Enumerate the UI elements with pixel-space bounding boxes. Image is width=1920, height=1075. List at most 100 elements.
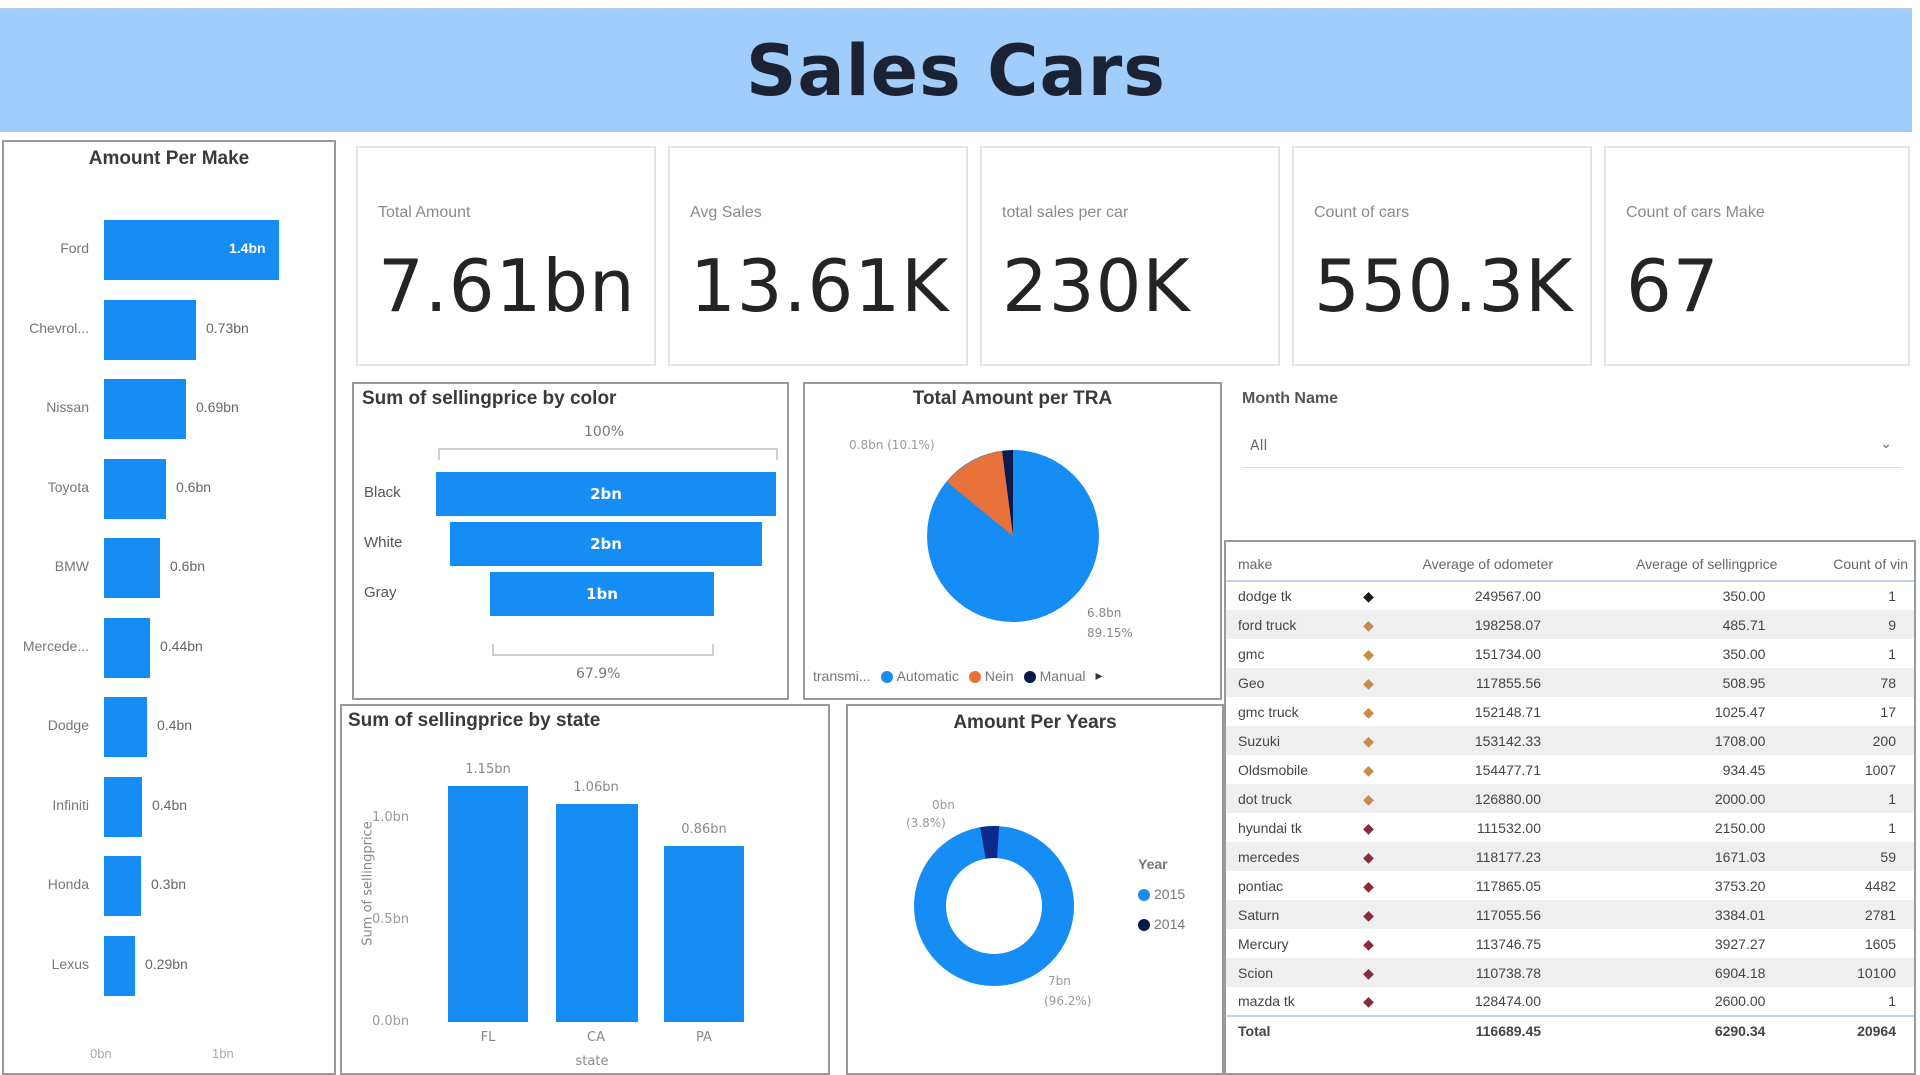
table-row[interactable]: ford truck ◆ 198258.07 485.71 9 <box>1226 610 1914 639</box>
donut-label-top-pct: (3.8%) <box>906 816 946 830</box>
make-summary-table[interactable]: make Average of odometer Average of sell… <box>1224 540 1916 1075</box>
cell-avg-odometer: ◆ 249567.00 <box>1363 588 1542 604</box>
table-row[interactable]: Mercury ◆ 113746.75 3927.27 1605 <box>1226 929 1914 958</box>
bar-label: Chevrol... <box>29 319 89 336</box>
sellingprice-by-color-funnel[interactable]: Sum of sellingprice by color 100% Black … <box>352 382 789 700</box>
funnel-label: Gray <box>364 584 397 601</box>
column-bar[interactable] <box>664 846 744 1022</box>
legend-item-manual[interactable]: Manual <box>1023 668 1086 684</box>
legend-item-nein[interactable]: Nein <box>968 668 1014 684</box>
table-row[interactable]: dot truck ◆ 126880.00 2000.00 1 <box>1226 784 1914 813</box>
cell-avg-sellingprice: 6904.18 <box>1559 958 1784 987</box>
kpi-label: total sales per car <box>1002 204 1129 221</box>
column-bar[interactable] <box>556 804 638 1022</box>
funnel-bar[interactable]: 1bn <box>490 572 714 616</box>
table-row[interactable]: dodge tk ◆ 249567.00 350.00 1 <box>1226 581 1914 610</box>
bar[interactable] <box>104 617 150 678</box>
kpi-indicator-icon: ◆ <box>1363 906 1374 923</box>
table-row[interactable]: Oldsmobile ◆ 154477.71 934.45 1007 <box>1226 755 1914 784</box>
cell-avg-odometer: ◆ 117865.05 <box>1363 877 1542 894</box>
amount-per-make-chart[interactable]: Amount Per Make Ford 1.4bn Chevrol... 0.73b… <box>2 140 336 1075</box>
month-name-dropdown[interactable]: All ⌄ <box>1242 428 1902 468</box>
legend-dot-icon <box>968 670 981 683</box>
bar-row[interactable]: Nissan 0.69bn <box>4 379 334 439</box>
bar[interactable] <box>104 379 186 439</box>
bar[interactable] <box>104 776 142 837</box>
cell-avg-odometer: ◆ 151734.00 <box>1363 645 1542 662</box>
pie-chart[interactable] <box>805 384 1224 702</box>
bar[interactable] <box>104 856 141 916</box>
table-row[interactable]: gmc truck ◆ 152148.71 1025.47 17 <box>1226 697 1914 726</box>
bar-row[interactable]: Lexus 0.29bn <box>4 935 334 996</box>
donut-chart[interactable] <box>848 706 1226 1075</box>
column-header-count-vin[interactable]: Count of vin <box>1783 542 1914 582</box>
x-tick: PA <box>696 1030 712 1045</box>
legend-title: Year <box>1138 856 1168 872</box>
legend-dot-icon <box>1138 919 1150 932</box>
bar[interactable] <box>104 458 166 519</box>
cell-make: ford truck <box>1226 610 1350 639</box>
legend-item-2014[interactable]: 2014 <box>1138 916 1185 932</box>
bar-label: Nissan <box>46 399 89 415</box>
cell-avg-odometer: ◆ 126880.00 <box>1349 784 1560 813</box>
table-row[interactable]: hyundai tk ◆ 111532.00 2150.00 1 <box>1226 813 1914 842</box>
pie-label-top: 0.8bn (10.1%) <box>849 438 935 452</box>
bar-row[interactable]: Ford 1.4bn <box>4 220 334 280</box>
cell-avg-odometer: ◆ 118177.23 <box>1349 842 1560 871</box>
legend-label: 2015 <box>1154 886 1186 902</box>
chart-title: Amount Per Years <box>953 712 1117 733</box>
column-header-avg-sellingprice[interactable]: Average of sellingprice <box>1559 542 1784 582</box>
bar-row[interactable]: Mercede... 0.44bn <box>4 617 334 678</box>
column-bar[interactable] <box>448 786 528 1022</box>
table-row[interactable]: mercedes ◆ 118177.23 1671.03 59 <box>1226 842 1914 871</box>
funnel-bottom-percent: 67.9% <box>576 666 621 682</box>
bar-row[interactable]: Chevrol... 0.73bn <box>4 299 334 360</box>
chart-title: Sum of sellingprice by color <box>362 388 617 409</box>
table-row[interactable]: Saturn ◆ 117055.56 3384.01 2781 <box>1226 900 1914 929</box>
bar[interactable] <box>104 538 160 598</box>
table-row[interactable]: Scion ◆ 110738.78 6904.18 10100 <box>1226 958 1914 987</box>
table-row[interactable]: Suzuki ◆ 153142.33 1708.00 200 <box>1226 726 1914 755</box>
cell-count-vin: 1 <box>1888 645 1896 662</box>
legend-next-arrow-icon[interactable]: ▸ <box>1095 667 1103 683</box>
bar-row[interactable]: Infiniti 0.4bn <box>4 776 334 837</box>
cell-avg-sellingprice: 2000.00 <box>1559 784 1784 813</box>
sellingprice-by-state-chart[interactable]: Sum of sellingprice by state Sum of sell… <box>340 704 830 1075</box>
bar[interactable] <box>104 697 147 757</box>
cell-count-vin: 1 <box>1783 784 1914 813</box>
kpi-indicator-icon: ◆ <box>1363 761 1374 778</box>
table-row[interactable]: Geo ◆ 117855.56 508.95 78 <box>1226 668 1914 697</box>
bar-value: 0.44bn <box>160 637 203 654</box>
bar[interactable] <box>104 299 196 360</box>
cell-make: Oldsmobile <box>1238 761 1309 778</box>
column-header-avg-odometer[interactable]: Average of odometer <box>1349 542 1560 582</box>
month-name-slicer: Month Name All ⌄ <box>1232 382 1916 542</box>
bar-value: 1bn <box>586 585 618 603</box>
table-row[interactable]: gmc ◆ 151734.00 350.00 1 <box>1226 639 1914 668</box>
bar-value: 0.4bn <box>157 717 193 733</box>
bar-value: 2bn <box>590 535 622 553</box>
legend-item-automatic[interactable]: Automatic <box>880 668 959 684</box>
cell-avg-sellingprice: 3384.01 <box>1559 900 1784 929</box>
slicer-value: All <box>1250 438 1268 454</box>
cell-make: hyundai tk <box>1238 819 1302 836</box>
funnel-bar[interactable]: 2bn <box>450 522 762 566</box>
amount-per-transmission-pie[interactable]: Total Amount per TRA 0.8bn (10.1%) 6.8bn… <box>803 382 1222 700</box>
table-row[interactable]: mazda tk ◆ 128474.00 2600.00 1 <box>1226 987 1914 1016</box>
bar-row[interactable]: Toyota 0.6bn <box>4 458 334 519</box>
pie-label-bottom-pct: 89.15% <box>1087 626 1133 640</box>
bar[interactable] <box>104 220 279 280</box>
table-header-row: make Average of odometer Average of sell… <box>1226 542 1914 582</box>
legend-item-2015[interactable]: 2015 <box>1138 886 1185 902</box>
legend-dot-icon <box>1138 889 1150 902</box>
bar[interactable] <box>104 935 135 996</box>
bar-row[interactable]: Honda 0.3bn <box>4 856 334 916</box>
column-header-make[interactable]: make <box>1226 542 1350 582</box>
funnel-bar[interactable]: 2bn <box>436 472 776 516</box>
bar-row[interactable]: BMW 0.6bn <box>4 538 334 598</box>
amount-per-years-donut[interactable]: Amount Per Years 0bn (3.8%) 7bn (96.2%) … <box>846 704 1224 1075</box>
bar-row[interactable]: Dodge 0.4bn <box>4 697 334 757</box>
table-row[interactable]: pontiac ◆ 117865.05 3753.20 4482 <box>1226 871 1914 900</box>
kpi-value: 550.3K <box>1314 244 1574 328</box>
